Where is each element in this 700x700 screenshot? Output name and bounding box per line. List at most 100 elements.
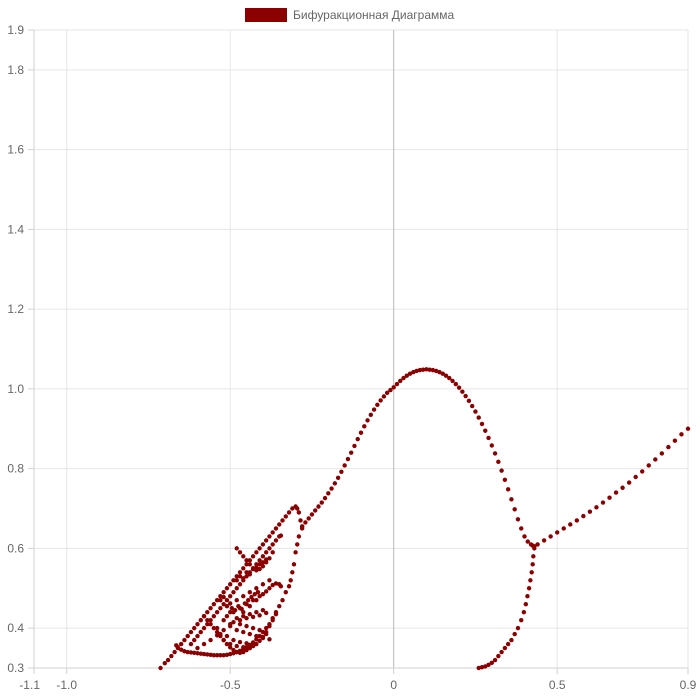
data-point — [247, 631, 253, 637]
data-point — [290, 570, 295, 575]
data-point — [626, 480, 632, 485]
legend-label[interactable]: Бифуракционная Диаграмма — [293, 8, 455, 22]
data-point — [211, 613, 217, 619]
data-point — [250, 625, 256, 631]
data-point — [257, 562, 262, 567]
data-point — [371, 407, 377, 412]
legend-swatch[interactable] — [245, 8, 287, 22]
data-point — [555, 530, 560, 535]
data-point — [288, 578, 293, 583]
y-tick-label: 1.4 — [7, 222, 24, 236]
data-point — [224, 613, 230, 619]
y-tick-label: 1.8 — [7, 63, 24, 77]
data-point — [473, 409, 478, 414]
data-point — [280, 518, 285, 523]
data-point — [224, 598, 230, 603]
data-point — [515, 625, 521, 631]
data-point — [244, 623, 249, 629]
data-point — [237, 550, 243, 555]
data-point — [286, 584, 292, 589]
data-point — [260, 607, 266, 613]
data-point — [221, 594, 226, 600]
data-point — [270, 542, 275, 547]
data-point — [620, 485, 625, 490]
data-point — [531, 554, 536, 559]
data-point — [162, 661, 167, 666]
data-point — [574, 518, 580, 523]
data-point — [241, 554, 246, 559]
data-point — [568, 522, 573, 527]
data-point — [466, 398, 472, 404]
data-point — [424, 367, 429, 372]
x-tick-label: -0.5 — [220, 678, 241, 692]
data-point — [581, 513, 586, 519]
data-point — [489, 660, 494, 666]
data-point — [263, 589, 269, 594]
data-point — [345, 456, 351, 462]
data-point — [502, 477, 508, 482]
data-point — [263, 538, 269, 543]
data-point — [231, 647, 236, 653]
data-point — [679, 432, 684, 437]
x-tick-label: 0.9 — [680, 678, 697, 692]
data-point — [267, 546, 272, 551]
data-point — [523, 602, 529, 607]
data-point — [283, 590, 288, 595]
data-point — [214, 653, 220, 658]
data-point — [453, 381, 459, 387]
data-point — [587, 509, 593, 514]
data-point — [221, 637, 226, 643]
data-point — [299, 524, 305, 529]
data-point — [218, 605, 223, 611]
data-point — [205, 609, 210, 615]
data-point — [208, 621, 213, 627]
data-point — [224, 641, 230, 647]
data-point — [234, 627, 239, 633]
data-point — [319, 500, 324, 505]
data-point — [260, 554, 266, 559]
data-point — [526, 586, 532, 591]
data-point — [244, 615, 249, 621]
data-point — [600, 500, 606, 505]
data-point — [245, 598, 251, 603]
grid — [33, 29, 689, 669]
data-point — [450, 378, 455, 384]
data-point — [375, 402, 380, 408]
data-point — [339, 469, 344, 475]
data-point — [404, 373, 409, 378]
data-point — [241, 649, 246, 655]
data-point — [218, 631, 223, 637]
data-point — [469, 403, 475, 409]
data-point — [254, 565, 259, 570]
data-point — [185, 633, 190, 639]
data-point — [613, 490, 619, 495]
legend[interactable]: Бифуракционная Диаграмма — [245, 8, 455, 22]
data-point — [298, 518, 303, 523]
data-point — [169, 653, 174, 659]
data-point — [244, 558, 249, 563]
data-point — [250, 554, 256, 559]
data-point — [241, 566, 246, 571]
data-point — [479, 421, 485, 427]
data-point — [342, 463, 347, 468]
data-point — [208, 617, 213, 623]
data-point — [221, 590, 226, 595]
data-point — [476, 665, 481, 671]
data-point — [247, 611, 253, 617]
data-point — [198, 629, 203, 635]
data-point — [260, 542, 266, 547]
data-point — [530, 562, 535, 567]
data-point — [228, 645, 233, 650]
data-point — [218, 653, 223, 658]
data-point — [267, 534, 272, 539]
data-point — [561, 526, 566, 531]
data-point — [244, 574, 249, 579]
data-point — [237, 617, 243, 623]
data-point — [236, 603, 241, 609]
data-point — [234, 598, 239, 603]
data-point — [234, 574, 239, 579]
data-point — [291, 562, 297, 567]
data-point — [295, 506, 300, 511]
data-point — [515, 517, 521, 522]
